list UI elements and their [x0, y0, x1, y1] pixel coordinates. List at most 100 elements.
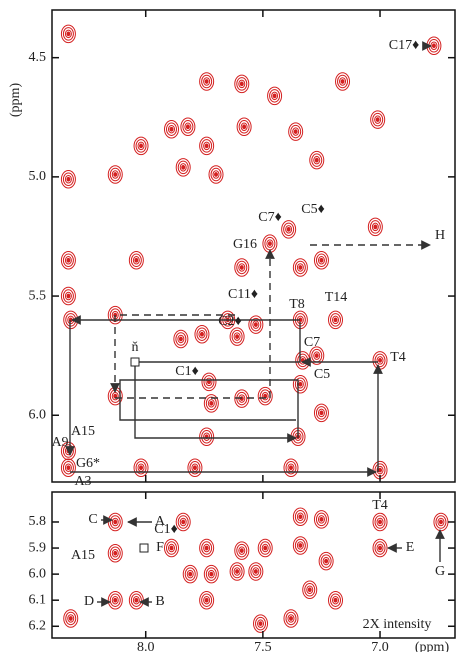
contour-ring: [128, 251, 144, 270]
cross-peak: [60, 251, 76, 270]
y-tick-label: 5.0: [29, 169, 47, 184]
contour-ring: [173, 329, 189, 349]
contour-ring: [257, 386, 273, 406]
cross-peak: [182, 564, 198, 584]
contour-ring: [293, 129, 298, 134]
peak-annotation: H: [435, 228, 445, 243]
cross-peak: [295, 351, 311, 370]
y-axis-label: (ppm): [8, 83, 23, 118]
contour-ring: [201, 593, 213, 607]
contour-ring: [292, 536, 308, 555]
cross-peak: [203, 564, 219, 584]
contour-ring: [255, 616, 267, 631]
contour-ring: [369, 220, 381, 234]
contour-ring: [64, 291, 72, 301]
contour-ring: [205, 377, 213, 387]
contour-ring: [178, 336, 183, 342]
contour-ring: [62, 253, 74, 268]
peak-annotation: C7: [304, 335, 320, 350]
cross-peak: [267, 86, 283, 106]
contour-ring: [309, 346, 325, 365]
contour-ring: [373, 224, 378, 230]
peak-annotation: F: [156, 540, 164, 555]
contour-ring: [133, 458, 149, 477]
contour-ring: [248, 562, 264, 581]
contour-ring: [330, 313, 342, 327]
peaks: [60, 24, 442, 480]
contour-ring: [330, 593, 342, 607]
cross-peak: [292, 258, 308, 277]
peak-annotation: C1♦: [154, 522, 177, 537]
contour-ring: [201, 139, 213, 153]
contour-ring: [107, 544, 123, 563]
contour-ring: [290, 124, 302, 139]
contour-ring: [252, 320, 260, 329]
x-tick-label: 8.0: [137, 640, 155, 652]
cross-peak: [199, 72, 215, 91]
contour-ring: [233, 567, 241, 576]
contour-ring: [238, 263, 246, 272]
cross-peak: [194, 324, 210, 344]
contour-ring: [163, 119, 179, 139]
cross-peak: [313, 403, 329, 423]
peak-annotation: D: [84, 594, 94, 609]
peak-annotation: A3: [74, 474, 91, 489]
contour-ring: [236, 117, 252, 137]
peaks: [63, 507, 449, 633]
contour-ring: [324, 558, 329, 564]
contour-ring: [374, 115, 382, 124]
contour-ring: [187, 458, 203, 477]
contour-ring: [313, 351, 321, 360]
contour-ring: [340, 79, 345, 84]
contour-ring: [266, 239, 274, 248]
cross-peak: [229, 327, 245, 346]
contour-ring: [201, 429, 213, 444]
contour-ring: [307, 587, 312, 593]
contour-ring: [177, 334, 185, 344]
cross-peak: [309, 150, 325, 170]
contour-ring: [209, 400, 214, 406]
contour-ring: [205, 396, 217, 411]
contour-ring: [64, 256, 72, 265]
contour-ring: [285, 460, 297, 475]
contour-ring: [339, 77, 347, 86]
contour-ring: [133, 136, 149, 156]
peak-annotation: T14: [325, 290, 348, 305]
contour-ring: [203, 141, 211, 151]
cross-peak: [302, 580, 318, 600]
contour-ring: [60, 24, 76, 44]
contour-ring: [281, 220, 297, 239]
contour-ring: [238, 120, 250, 134]
contour-ring: [283, 458, 299, 477]
contour-ring: [179, 163, 187, 172]
contour-ring: [267, 86, 283, 106]
contour-ring: [322, 556, 330, 566]
contour-ring: [374, 515, 386, 529]
cross-peak: [335, 72, 351, 91]
peak-annotation: C2♦: [218, 314, 241, 329]
contour-ring: [236, 260, 248, 275]
contour-ring: [175, 512, 191, 532]
cross-peak: [248, 562, 264, 581]
contour-ring: [370, 110, 386, 129]
y-tick-label: 5.9: [29, 540, 47, 555]
contour-ring: [337, 74, 349, 89]
contour-ring: [214, 172, 219, 177]
contour-ring: [292, 258, 308, 277]
cross-peak: [163, 119, 179, 139]
peak-annotation: T4: [372, 498, 388, 513]
contour-ring: [313, 510, 329, 529]
cross-peak: [208, 165, 224, 184]
x-tick-label: 7.0: [371, 640, 389, 652]
contour-ring: [107, 165, 123, 184]
contour-ring: [238, 546, 246, 555]
cross-peak: [199, 136, 215, 156]
contour-ring: [285, 225, 293, 234]
contour-ring: [242, 124, 247, 130]
contour-ring: [294, 510, 306, 524]
contour-ring: [113, 172, 118, 177]
contour-ring: [286, 226, 291, 232]
peak-annotation: 2X intensity: [363, 617, 432, 632]
contour-ring: [113, 519, 118, 525]
cross-peak: [107, 165, 123, 184]
